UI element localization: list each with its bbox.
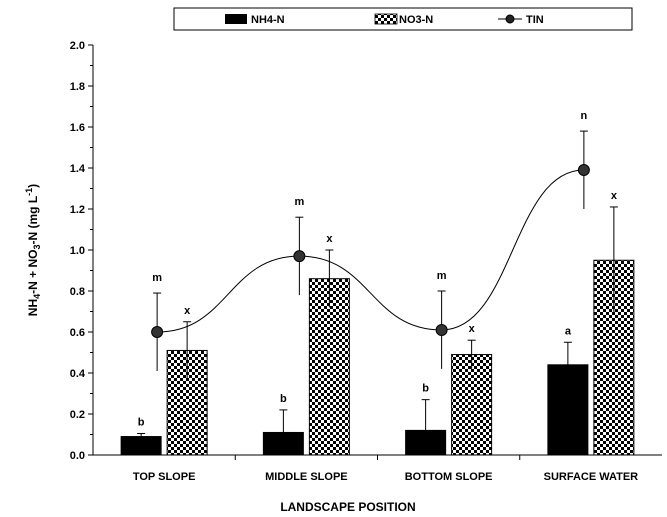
- bars: [120, 259, 635, 456]
- legend-label-tin: TIN: [526, 14, 544, 26]
- y-tick-label: 2.0: [70, 40, 85, 52]
- y-tick-label: 1.4: [70, 163, 86, 175]
- significance-letter: x: [184, 305, 191, 317]
- y-axis-title-part-b: -N + NO: [26, 249, 40, 293]
- y-axis-title-part-c: -N (mg L: [26, 196, 40, 245]
- bar-no3-n: [451, 354, 493, 456]
- y-axis-title-part-a: NH: [26, 299, 40, 316]
- y-axis-title-sub-4: 4: [32, 294, 42, 299]
- significance-letter: x: [469, 323, 476, 335]
- legend-marker-tin: [505, 14, 515, 24]
- tin-point: [577, 164, 590, 177]
- y-tick-label: 1.8: [70, 81, 85, 93]
- x-tick-label: SURFACE WATER: [544, 471, 639, 483]
- y-tick-label: 1.2: [70, 204, 85, 216]
- significance-letters: b x b x b x a x m m m n: [138, 110, 618, 428]
- legend: NH4-N NO3-N TIN: [173, 7, 633, 31]
- tin-point: [293, 250, 306, 263]
- y-tick-label: 0.4: [70, 368, 86, 380]
- bar-no3-n: [308, 278, 350, 456]
- y-axis-title-sub-3: 3: [32, 244, 42, 249]
- y-axis-title-sup: -1: [24, 188, 34, 196]
- significance-letter: n: [581, 110, 588, 122]
- x-tick-label: TOP SLOPE: [133, 471, 196, 483]
- error-bars: [137, 206, 618, 455]
- x-axis-title: LANDSCAPE POSITION: [280, 500, 415, 514]
- significance-letter: b: [422, 383, 429, 395]
- legend-box: [173, 7, 633, 31]
- legend-swatch-no3: [374, 13, 398, 25]
- legend-label-nh4: NH4-N: [251, 14, 285, 26]
- tin-point: [435, 323, 448, 336]
- legend-label-no3: NO3-N: [399, 14, 433, 26]
- y-axis-title: NH4-N + NO3-N (mg L-1): [24, 184, 42, 316]
- x-tick-label: BOTTOM SLOPE: [405, 471, 493, 483]
- significance-letter: x: [611, 190, 618, 202]
- tin-point: [151, 326, 164, 338]
- y-ticks: 0.0 0.2 0.4 0.6 0.8 1.0 1.2 1.4 1.6 1.8 2.0: [70, 40, 93, 462]
- significance-letter: m: [152, 272, 162, 284]
- y-tick-label: 0.8: [70, 286, 85, 298]
- y-tick-label: 0.0: [70, 450, 85, 462]
- y-tick-label: 0.2: [70, 409, 85, 421]
- tin-series: [151, 130, 590, 371]
- y-tick-label: 1.6: [70, 122, 85, 134]
- y-tick-label: 0.6: [70, 327, 85, 339]
- significance-letter: x: [326, 233, 333, 245]
- x-tick-label: MIDDLE SLOPE: [265, 471, 348, 483]
- bar-no3-n: [166, 349, 208, 456]
- significance-letter: a: [565, 325, 572, 337]
- tin-line: [157, 169, 584, 333]
- y-tick-label: 1.0: [70, 245, 85, 257]
- significance-letter: b: [138, 416, 145, 428]
- significance-letter: m: [437, 270, 447, 282]
- legend-swatch-nh4: [225, 14, 247, 24]
- significance-letter: b: [280, 393, 287, 405]
- x-ticks: TOP SLOPE MIDDLE SLOPE BOTTOM SLOPE SURFACE…: [133, 455, 638, 483]
- y-axis-title-part-d: ): [26, 184, 40, 188]
- significance-letter: m: [294, 196, 304, 208]
